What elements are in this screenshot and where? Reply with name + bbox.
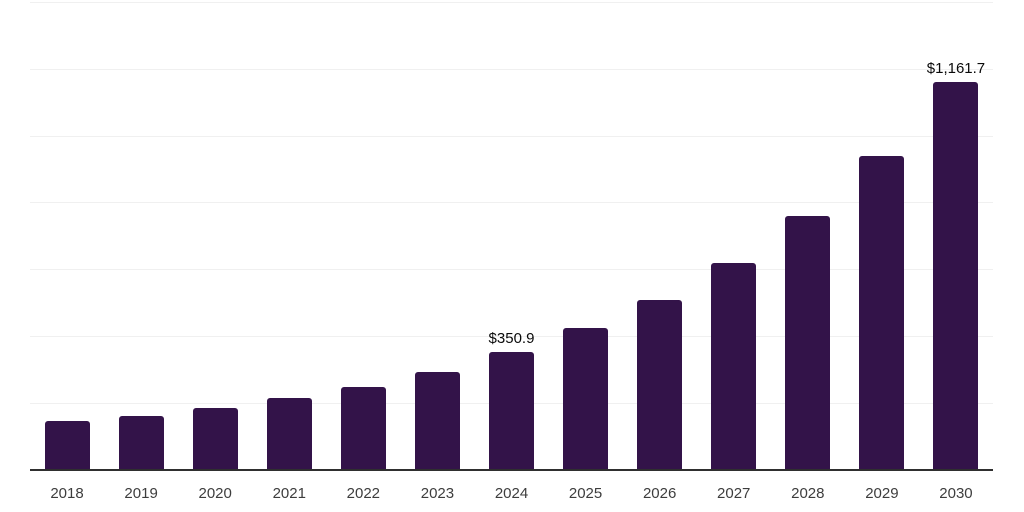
bar-2025 <box>563 327 609 470</box>
bar-2018 <box>44 420 90 470</box>
gridline-1400 <box>30 2 993 3</box>
bar-2028 <box>785 215 831 470</box>
gridline-1200 <box>30 68 993 70</box>
value-label-2024: $350.9 <box>488 330 535 348</box>
x-axis-line <box>30 468 993 471</box>
x-tick-label-2026: 2026 <box>642 485 677 502</box>
x-tick-label-2018: 2018 <box>50 485 84 502</box>
x-tick-label-2028: 2028 <box>791 485 825 502</box>
x-tick-label-2029: 2029 <box>865 485 899 502</box>
bar-2023 <box>414 371 460 470</box>
x-tick-label-2027: 2027 <box>717 485 751 502</box>
bar-2029 <box>859 155 905 470</box>
x-tick-label-2021: 2021 <box>272 485 306 502</box>
x-tick-label-2023: 2023 <box>420 485 455 502</box>
gridline-1000 <box>30 135 993 137</box>
gridline-800 <box>30 202 993 204</box>
bar-2019 <box>118 415 164 470</box>
bar-2024 <box>489 352 534 470</box>
x-tick-label-2025: 2025 <box>568 485 603 502</box>
bar-2020 <box>192 407 238 470</box>
x-tick-label-2022: 2022 <box>346 485 381 502</box>
x-tick-label-2020: 2020 <box>198 485 232 502</box>
x-tick-label-2024: 2024 <box>494 485 529 502</box>
bar-2030 <box>933 81 979 470</box>
bar-2021 <box>266 398 312 470</box>
value-label-2030: $1,161.7 <box>926 59 986 77</box>
x-tick-label-2030: 2030 <box>939 485 973 502</box>
bar-2027 <box>711 263 757 470</box>
bar-2026 <box>637 299 683 470</box>
bar-2022 <box>340 386 386 470</box>
x-tick-label-2019: 2019 <box>124 485 158 502</box>
gridline-600 <box>30 269 993 271</box>
